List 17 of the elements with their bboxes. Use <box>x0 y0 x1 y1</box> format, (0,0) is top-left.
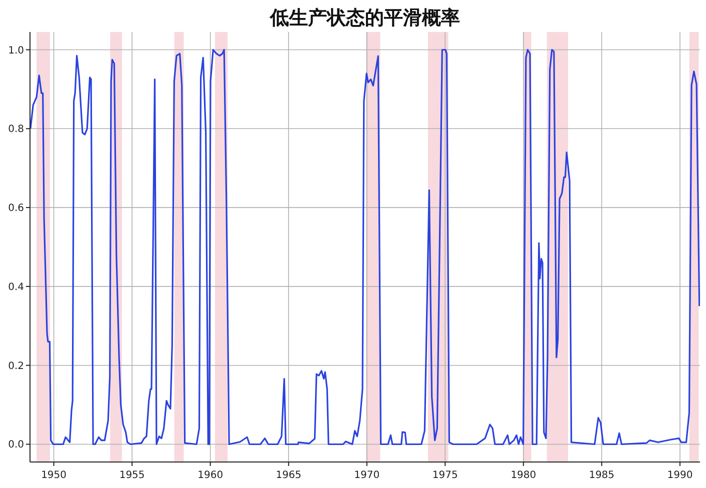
y-tick-label: 0.6 <box>8 203 24 214</box>
x-tick-label: 1950 <box>41 470 67 481</box>
chart-title: 低生产状态的平滑概率 <box>269 7 460 29</box>
x-tick-label: 1985 <box>588 470 614 481</box>
x-tick-label: 1970 <box>354 470 380 481</box>
y-tick-label: 0.4 <box>8 282 24 293</box>
x-tick-label: 1960 <box>198 470 224 481</box>
y-tick-label: 1.0 <box>8 45 24 56</box>
y-tick-label: 0.0 <box>8 440 24 451</box>
line-series <box>30 48 700 446</box>
x-tick-label: 1980 <box>510 470 536 481</box>
x-tick-label: 1990 <box>667 470 693 481</box>
x-tick-label: 1965 <box>276 470 302 481</box>
y-tick-label: 0.2 <box>8 360 24 372</box>
x-tick-label: 1975 <box>432 470 458 481</box>
y-tick-label: 0.8 <box>8 124 24 136</box>
x-tick-label: 1955 <box>119 470 145 481</box>
